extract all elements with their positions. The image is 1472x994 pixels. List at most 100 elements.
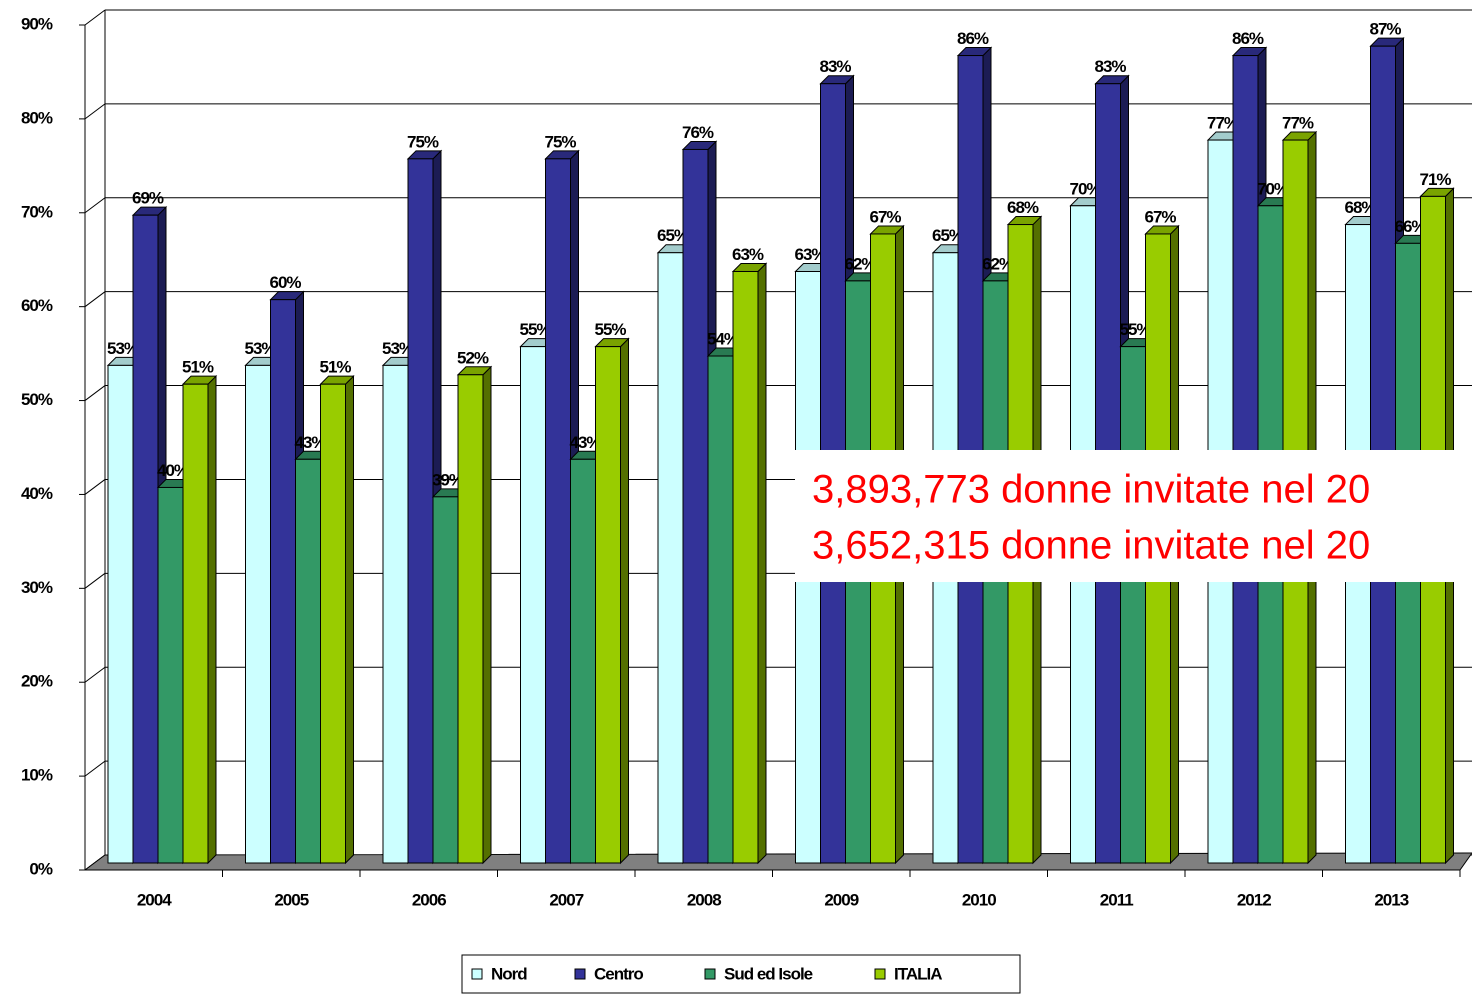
- x-tick-label: 2004: [137, 890, 172, 909]
- data-label: 52%: [457, 348, 489, 367]
- bar: [657, 252, 684, 864]
- data-label: 63%: [732, 245, 764, 264]
- bar: [682, 148, 709, 864]
- grid-line-depth: [84, 385, 106, 401]
- data-label: 67%: [869, 207, 901, 226]
- data-label: 53%: [107, 339, 139, 358]
- legend-swatch: [471, 968, 483, 980]
- data-label: 67%: [1144, 207, 1176, 226]
- grid-line-depth: [84, 291, 106, 308]
- legend-box: [461, 954, 1021, 994]
- grid-line-depth: [84, 572, 106, 589]
- bar: [732, 271, 759, 864]
- data-label: 68%: [1344, 198, 1376, 217]
- grid-line-depth: [84, 103, 106, 120]
- data-label: 68%: [1007, 198, 1039, 217]
- legend-swatch: [574, 968, 586, 980]
- x-tick-label: 2012: [1237, 890, 1271, 909]
- x-tick-label: 2013: [1374, 890, 1408, 909]
- data-label: 66%: [1394, 217, 1426, 236]
- grid-line-depth: [84, 9, 106, 26]
- bar: [520, 346, 546, 864]
- legend-label: Centro: [594, 964, 643, 983]
- legend-label: ITALIA: [894, 964, 942, 983]
- bar: [432, 496, 459, 864]
- bar: [295, 458, 321, 864]
- data-label: 71%: [1419, 170, 1451, 189]
- bar: [457, 374, 484, 864]
- data-label: 53%: [244, 339, 276, 358]
- data-label: 75%: [407, 132, 439, 151]
- data-label: 77%: [1282, 114, 1314, 133]
- data-label: 43%: [294, 433, 326, 452]
- bar: [595, 346, 621, 864]
- y-tick-label: 80%: [21, 108, 53, 127]
- x-tick-label: 2011: [1100, 890, 1133, 909]
- annotation-box: [795, 450, 1472, 582]
- y-tick-label: 10%: [21, 766, 53, 785]
- bar-side: [620, 337, 629, 865]
- bar: [1120, 346, 1146, 864]
- bar: [107, 364, 134, 864]
- bar: [707, 355, 734, 864]
- y-tick-label: 30%: [21, 578, 53, 597]
- annotation: 3,652,315 donne invitate nel 20: [812, 524, 1370, 568]
- data-label: 77%: [1207, 114, 1239, 133]
- x-tick-label: 2009: [824, 890, 858, 909]
- data-label: 65%: [932, 226, 964, 245]
- data-label: 51%: [319, 358, 351, 377]
- data-label: 83%: [1094, 57, 1126, 76]
- bar-side: [482, 365, 492, 865]
- grid-line-depth: [84, 666, 106, 683]
- grid-line-depth: [84, 197, 106, 214]
- data-label: 75%: [544, 132, 576, 151]
- data-label: 62%: [982, 254, 1014, 273]
- x-tick-label: 2008: [687, 890, 721, 909]
- data-label: 63%: [794, 245, 826, 264]
- y-tick-label: 70%: [21, 202, 53, 221]
- data-label: 87%: [1369, 20, 1401, 39]
- y-tick-label: 90%: [21, 14, 53, 33]
- bar: [382, 364, 409, 864]
- y-tick-label: 0%: [29, 859, 52, 878]
- data-label: 40%: [157, 461, 189, 480]
- legend-swatch: [874, 968, 886, 980]
- data-label: 86%: [1232, 29, 1264, 48]
- y-tick-label: 50%: [21, 390, 53, 409]
- y-tick-label: 60%: [21, 296, 53, 315]
- data-label: 70%: [1257, 179, 1289, 198]
- bar: [320, 383, 346, 864]
- data-label: 69%: [132, 189, 164, 208]
- bar: [545, 158, 571, 864]
- bar: [182, 383, 209, 864]
- data-label: 54%: [707, 329, 739, 348]
- data-label: 55%: [1119, 320, 1151, 339]
- bar: [245, 364, 271, 864]
- x-tick-label: 2010: [962, 890, 996, 909]
- data-label: 43%: [569, 433, 601, 452]
- y-tick-label: 40%: [21, 484, 53, 503]
- bar: [570, 458, 596, 864]
- data-label: 55%: [594, 320, 626, 339]
- annotation: 3,893,773 donne invitate nel 20: [812, 468, 1370, 512]
- data-label: 70%: [1069, 179, 1101, 198]
- x-tick-label: 2006: [412, 890, 446, 909]
- data-label: 55%: [519, 320, 551, 339]
- legend-label: Sud ed Isole: [724, 964, 813, 983]
- data-label: 51%: [182, 358, 214, 377]
- x-tick-label: 2005: [274, 890, 308, 909]
- bar: [132, 214, 159, 864]
- data-label: 53%: [382, 339, 414, 358]
- grid-line-depth: [84, 479, 106, 495]
- bar: [270, 299, 296, 864]
- bar-side: [345, 374, 354, 865]
- grid-line-depth: [84, 760, 106, 777]
- data-label: 62%: [844, 254, 876, 273]
- legend-swatch: [704, 968, 716, 980]
- bar-side: [757, 262, 767, 865]
- bar-side: [207, 374, 217, 865]
- bar: [407, 158, 434, 864]
- y-tick-label: 20%: [21, 672, 53, 691]
